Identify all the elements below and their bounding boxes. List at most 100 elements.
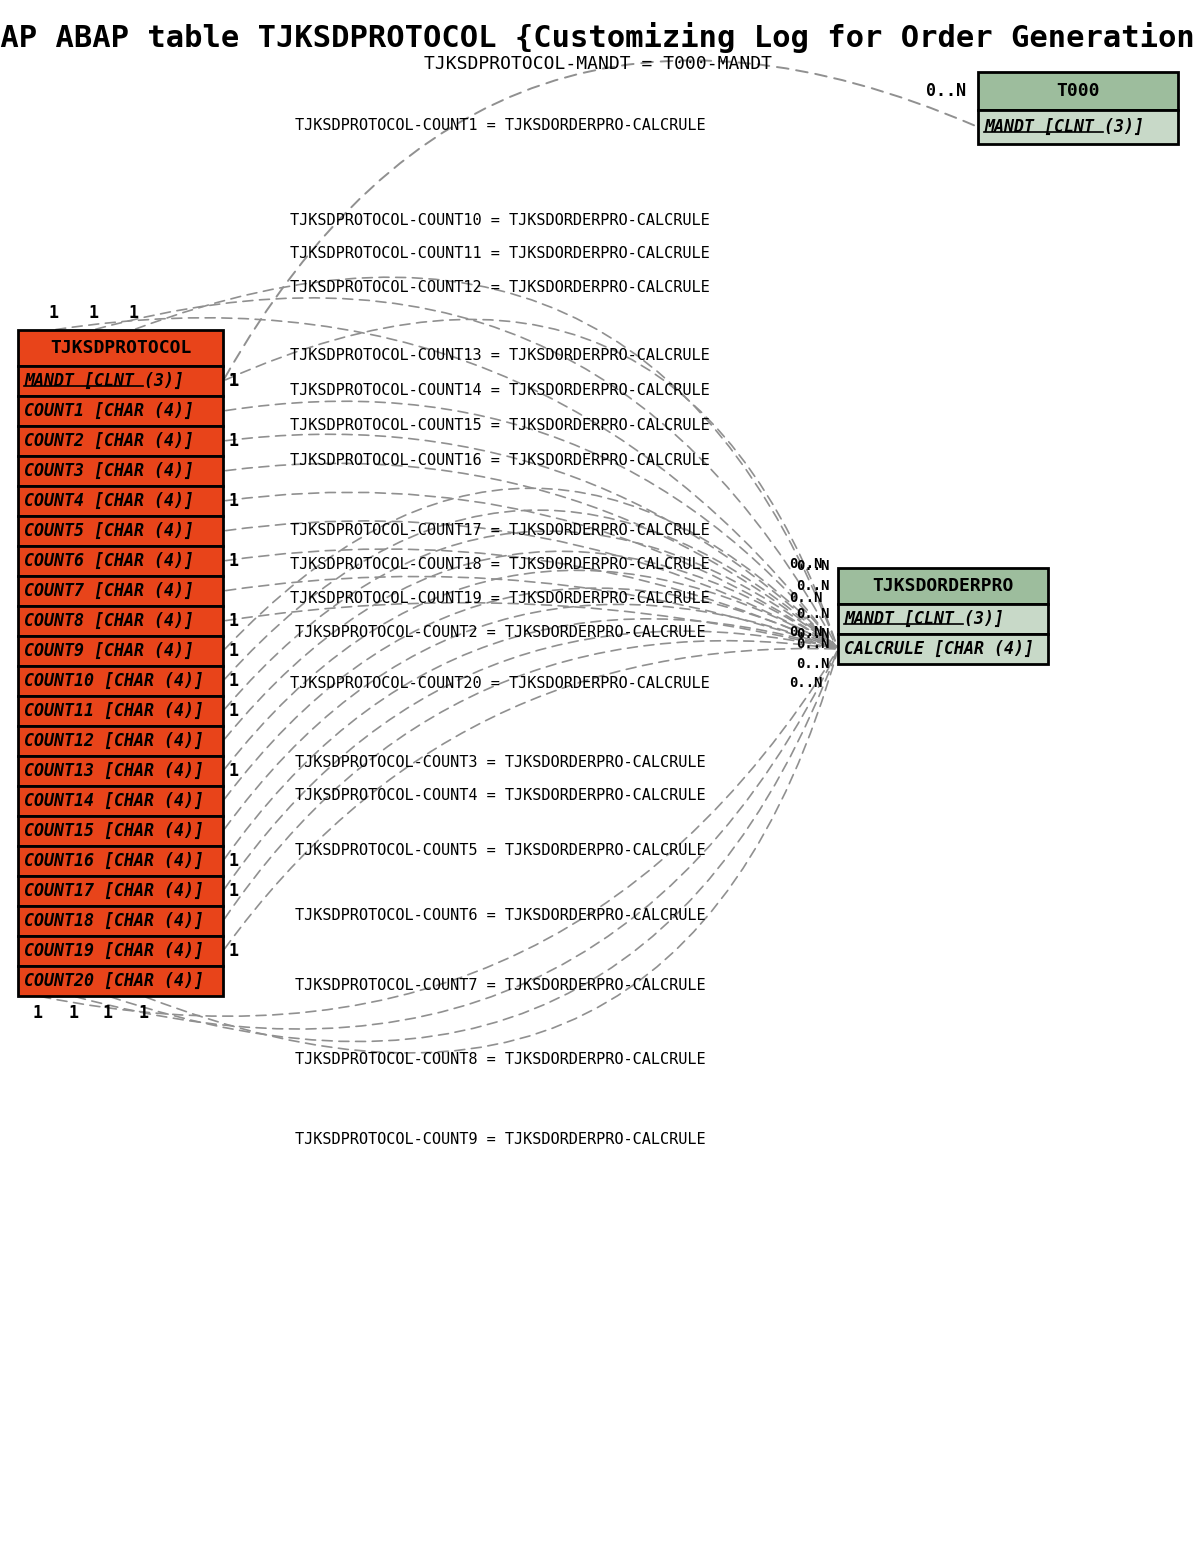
Text: COUNT10 [CHAR (4)]: COUNT10 [CHAR (4)] <box>24 672 205 690</box>
Text: 1: 1 <box>228 643 238 660</box>
Text: COUNT15 [CHAR (4)]: COUNT15 [CHAR (4)] <box>24 821 205 840</box>
FancyArrowPatch shape <box>225 488 836 649</box>
Text: TJKSDPROTOCOL: TJKSDPROTOCOL <box>50 339 191 358</box>
Text: 0..N: 0..N <box>797 559 830 573</box>
Text: TJKSDPROTOCOL-COUNT12 = TJKSDORDERPRO-CALCRULE: TJKSDPROTOCOL-COUNT12 = TJKSDORDERPRO-CA… <box>291 279 710 294</box>
Text: 1: 1 <box>228 852 238 871</box>
Text: TJKSDPROTOCOL-COUNT7 = TJKSDORDERPRO-CALCRULE: TJKSDPROTOCOL-COUNT7 = TJKSDORDERPRO-CAL… <box>294 977 706 992</box>
Text: COUNT18 [CHAR (4)]: COUNT18 [CHAR (4)] <box>24 912 205 931</box>
Text: COUNT2 [CHAR (4)]: COUNT2 [CHAR (4)] <box>24 431 194 450</box>
Text: TJKSDORDERPRO: TJKSDORDERPRO <box>872 576 1014 595</box>
FancyArrowPatch shape <box>226 603 835 649</box>
FancyArrowPatch shape <box>226 435 836 647</box>
Bar <box>978 109 1178 143</box>
Text: TJKSDPROTOCOL-COUNT19 = TJKSDORDERPRO-CALCRULE: TJKSDPROTOCOL-COUNT19 = TJKSDORDERPRO-CA… <box>291 590 710 606</box>
FancyArrowPatch shape <box>226 521 836 647</box>
Bar <box>18 576 222 606</box>
Text: 0..N: 0..N <box>789 592 823 606</box>
Text: COUNT5 [CHAR (4)]: COUNT5 [CHAR (4)] <box>24 522 194 539</box>
Text: 1: 1 <box>48 304 57 322</box>
Bar <box>838 633 1048 664</box>
Bar <box>18 330 222 367</box>
Text: TJKSDPROTOCOL-COUNT8 = TJKSDORDERPRO-CALCRULE: TJKSDPROTOCOL-COUNT8 = TJKSDORDERPRO-CAL… <box>294 1053 706 1068</box>
FancyArrowPatch shape <box>225 649 835 949</box>
Text: TJKSDPROTOCOL-COUNT18 = TJKSDORDERPRO-CALCRULE: TJKSDPROTOCOL-COUNT18 = TJKSDORDERPRO-CA… <box>291 556 710 572</box>
Bar <box>18 546 222 576</box>
Bar <box>18 367 222 396</box>
Text: TJKSDPROTOCOL-COUNT20 = TJKSDORDERPRO-CALCRULE: TJKSDPROTOCOL-COUNT20 = TJKSDORDERPRO-CA… <box>291 675 710 690</box>
FancyArrowPatch shape <box>225 604 835 829</box>
Text: TJKSDPROTOCOL-COUNT15 = TJKSDORDERPRO-CALCRULE: TJKSDPROTOCOL-COUNT15 = TJKSDORDERPRO-CA… <box>291 418 710 433</box>
Text: 0..N: 0..N <box>926 82 966 100</box>
Bar <box>18 875 222 906</box>
Text: TJKSDPROTOCOL-COUNT14 = TJKSDORDERPRO-CALCRULE: TJKSDPROTOCOL-COUNT14 = TJKSDORDERPRO-CA… <box>291 382 710 398</box>
FancyArrowPatch shape <box>225 632 835 889</box>
Text: COUNT20 [CHAR (4)]: COUNT20 [CHAR (4)] <box>24 972 205 989</box>
Text: 1: 1 <box>228 371 238 390</box>
FancyArrowPatch shape <box>225 532 836 709</box>
Bar <box>18 425 222 456</box>
Text: 1: 1 <box>228 672 238 690</box>
FancyArrowPatch shape <box>111 652 837 1042</box>
FancyArrowPatch shape <box>96 297 837 647</box>
Text: COUNT3 [CHAR (4)]: COUNT3 [CHAR (4)] <box>24 462 194 479</box>
Text: COUNT7 [CHAR (4)]: COUNT7 [CHAR (4)] <box>24 582 194 599</box>
Text: COUNT4 [CHAR (4)]: COUNT4 [CHAR (4)] <box>24 492 194 510</box>
Bar <box>18 726 222 757</box>
Text: COUNT12 [CHAR (4)]: COUNT12 [CHAR (4)] <box>24 732 205 750</box>
Bar <box>18 697 222 726</box>
Text: 0..N: 0..N <box>789 676 823 690</box>
Text: 1: 1 <box>128 304 138 322</box>
Text: TJKSDPROTOCOL-COUNT10 = TJKSDORDERPRO-CALCRULE: TJKSDPROTOCOL-COUNT10 = TJKSDORDERPRO-CA… <box>291 213 710 228</box>
Bar <box>18 906 222 935</box>
FancyArrowPatch shape <box>226 492 836 647</box>
Text: TJKSDPROTOCOL-COUNT16 = TJKSDORDERPRO-CALCRULE: TJKSDPROTOCOL-COUNT16 = TJKSDORDERPRO-CA… <box>291 453 710 467</box>
FancyArrowPatch shape <box>225 641 835 918</box>
Text: 1: 1 <box>89 304 98 322</box>
Text: 0..N: 0..N <box>797 607 830 621</box>
Bar <box>18 786 222 817</box>
Text: COUNT17 [CHAR (4)]: COUNT17 [CHAR (4)] <box>24 881 205 900</box>
Bar <box>18 846 222 875</box>
Bar <box>18 606 222 636</box>
Text: 1: 1 <box>228 431 238 450</box>
Text: TJKSDPROTOCOL-COUNT5 = TJKSDORDERPRO-CALCRULE: TJKSDPROTOCOL-COUNT5 = TJKSDORDERPRO-CAL… <box>294 843 706 857</box>
Text: 1: 1 <box>33 1005 43 1022</box>
Bar <box>838 569 1048 604</box>
Text: 1: 1 <box>228 881 238 900</box>
Text: TJKSDPROTOCOL-MANDT = T000-MANDT: TJKSDPROTOCOL-MANDT = T000-MANDT <box>425 55 771 72</box>
Text: COUNT1 [CHAR (4)]: COUNT1 [CHAR (4)] <box>24 402 194 421</box>
FancyArrowPatch shape <box>225 619 835 858</box>
Text: COUNT19 [CHAR (4)]: COUNT19 [CHAR (4)] <box>24 942 205 960</box>
Text: COUNT6 [CHAR (4)]: COUNT6 [CHAR (4)] <box>24 552 194 570</box>
Text: COUNT11 [CHAR (4)]: COUNT11 [CHAR (4)] <box>24 703 205 720</box>
Text: CALCRULE [CHAR (4)]: CALCRULE [CHAR (4)] <box>844 640 1035 658</box>
Bar <box>18 817 222 846</box>
FancyArrowPatch shape <box>146 652 837 1053</box>
Text: TJKSDPROTOCOL-COUNT2 = TJKSDORDERPRO-CALCRULE: TJKSDPROTOCOL-COUNT2 = TJKSDORDERPRO-CAL… <box>294 624 706 640</box>
Text: COUNT13 [CHAR (4)]: COUNT13 [CHAR (4)] <box>24 761 205 780</box>
Text: TJKSDPROTOCOL-COUNT17 = TJKSDORDERPRO-CALCRULE: TJKSDPROTOCOL-COUNT17 = TJKSDORDERPRO-CA… <box>291 522 710 538</box>
FancyArrowPatch shape <box>75 652 837 1029</box>
FancyArrowPatch shape <box>226 464 836 647</box>
Text: SAP ABAP table TJKSDPROTOCOL {Customizing Log for Order Generation}: SAP ABAP table TJKSDPROTOCOL {Customizin… <box>0 22 1196 52</box>
Text: 0..N: 0..N <box>797 636 830 650</box>
FancyArrowPatch shape <box>226 401 836 647</box>
FancyArrowPatch shape <box>226 576 835 649</box>
FancyArrowPatch shape <box>226 319 837 646</box>
Text: 1: 1 <box>228 552 238 570</box>
Text: 0..N: 0..N <box>797 656 830 670</box>
Text: 1: 1 <box>228 942 238 960</box>
Text: 1: 1 <box>68 1005 78 1022</box>
Text: TJKSDPROTOCOL-COUNT1 = TJKSDORDERPRO-CALCRULE: TJKSDPROTOCOL-COUNT1 = TJKSDORDERPRO-CAL… <box>294 117 706 133</box>
FancyArrowPatch shape <box>225 589 836 798</box>
Bar <box>18 966 222 995</box>
Text: 1: 1 <box>138 1005 148 1022</box>
Text: TJKSDPROTOCOL-COUNT6 = TJKSDORDERPRO-CALCRULE: TJKSDPROTOCOL-COUNT6 = TJKSDORDERPRO-CAL… <box>294 908 706 923</box>
Text: 1: 1 <box>103 1005 112 1022</box>
Bar <box>18 636 222 666</box>
Bar <box>18 456 222 485</box>
Text: 1: 1 <box>228 703 238 720</box>
Bar <box>18 485 222 516</box>
Text: TJKSDPROTOCOL-COUNT11 = TJKSDORDERPRO-CALCRULE: TJKSDPROTOCOL-COUNT11 = TJKSDORDERPRO-CA… <box>291 245 710 260</box>
